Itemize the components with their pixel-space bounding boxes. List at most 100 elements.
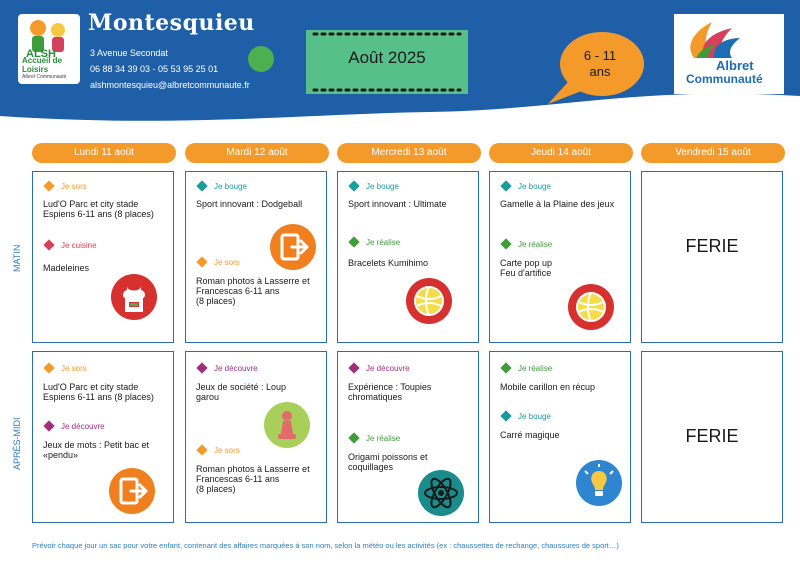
activity-category: Je découvre — [43, 420, 105, 432]
day-header: Mercredi 13 août — [337, 143, 481, 163]
albret-logo-line1: Albret — [716, 58, 754, 73]
activity-category-label: Je cuisine — [61, 241, 97, 250]
activity-category-label: Je réalise — [518, 364, 553, 373]
lightbulb-icon — [576, 460, 622, 506]
activity-description: Sport innovant : Ultimate — [348, 199, 447, 209]
activity-description: Carte pop up Feu d'artifice — [500, 258, 552, 278]
activity-line: Sport innovant : Dodgeball — [196, 199, 303, 209]
activity-description: Roman photos à Lasserre et Francescas 6-1… — [196, 276, 310, 306]
activity-line: Carré magique — [500, 430, 560, 440]
alsh-logo-line2: Albret Communauté — [22, 74, 67, 80]
diamond-icon — [500, 238, 512, 250]
decorative-dot — [248, 46, 274, 72]
activity-description: Sport innovant : Dodgeball — [196, 199, 302, 209]
activity-line: Mobile carillon en récup — [500, 382, 596, 392]
atom-icon — [418, 470, 464, 516]
exit-door-icon — [270, 224, 316, 270]
activity-line: Lud'O Parc et city stade — [43, 199, 139, 209]
activity-line: Jeux de société : Loup — [196, 382, 287, 392]
activity-category: Je sors — [196, 444, 240, 456]
activity-category-label: Je bouge — [214, 182, 247, 191]
svg-text:ALSH: ALSH — [26, 48, 56, 58]
schedule-cell: Je découvre Jeux de société : Loup garou Je… — [185, 351, 327, 523]
activity-category-label: Je sors — [214, 446, 240, 455]
ball-icon — [568, 284, 614, 330]
activity-line: coquillages — [348, 462, 394, 472]
activity-line: Bracelets Kumihimo — [348, 258, 429, 268]
activity-description: Roman photos à Lasserre et Francescas 6-1… — [196, 464, 310, 494]
activity-line: Espiens 6-11 ans (8 places) — [43, 209, 154, 219]
schedule-cell: Je réalise Mobile carillon en récup Je bou… — [489, 351, 631, 523]
row-label-matin: MATIN — [12, 244, 22, 272]
activity-line: Sport innovant : Ultimate — [348, 199, 447, 209]
activity-description: Expérience : Toupies chromatiques — [348, 382, 431, 402]
activity-category-label: Je réalise — [518, 240, 553, 249]
diamond-icon — [348, 432, 360, 444]
schedule-cell: FERIE — [641, 171, 783, 343]
footer-note: Prévoir chaque jour un sac pour votre en… — [32, 541, 619, 550]
activity-category: Je sors — [43, 180, 87, 192]
holiday-label: FERIE — [685, 426, 739, 446]
activity-category: Je cuisine — [43, 239, 97, 251]
activity-category: Je bouge — [500, 410, 551, 422]
activity-category: Je découvre — [348, 362, 410, 374]
schedule-cell: Je sors Lud'O Parc et city stade Espiens 6… — [32, 171, 174, 343]
day-header: Jeudi 14 août — [489, 143, 633, 163]
activity-line: Francescas 6-11 ans — [196, 474, 280, 484]
activity-line: Gamelle à la Plaine des jeux — [500, 199, 615, 209]
activity-category: Je réalise — [500, 362, 553, 374]
activity-category-label: Je découvre — [214, 364, 258, 373]
email: alshmontesquieu@albretcommunaute.fr — [90, 80, 250, 90]
diamond-icon — [500, 410, 512, 422]
activity-category-label: Je découvre — [366, 364, 410, 373]
row-label-apres-midi: APRÈS-MIDI — [12, 417, 22, 470]
diamond-icon — [348, 236, 360, 248]
holiday-label: FERIE — [685, 236, 739, 256]
activity-description: Lud'O Parc et city stade Espiens 6-11 ans… — [43, 382, 154, 402]
activity-line: (8 places) — [196, 296, 236, 306]
activity-description: Jeux de mots : Petit bac et «pendu» — [43, 440, 149, 460]
speech-bubble — [548, 32, 644, 104]
alsh-logo: ALSH Accueil de Loisirs Albret Communaut… — [18, 14, 80, 84]
activity-description: Gamelle à la Plaine des jeux — [500, 199, 614, 209]
activity-category: Je bouge — [348, 180, 399, 192]
activity-line: chromatiques — [348, 392, 403, 402]
day-header: Lundi 11 août — [32, 143, 176, 163]
albret-flame-icon — [690, 22, 740, 58]
diamond-icon — [196, 256, 208, 268]
activity-line: (8 places) — [196, 484, 236, 494]
schedule-cell: FERIE — [641, 351, 783, 523]
albret-logo-line2: Communauté — [686, 72, 763, 86]
diamond-icon — [196, 444, 208, 456]
activity-description: Jeux de société : Loup garou — [196, 382, 286, 402]
activity-category: Je bouge — [196, 180, 247, 192]
activity-category-label: Je sors — [61, 364, 87, 373]
diamond-icon — [43, 239, 55, 251]
activity-line: Jeux de mots : Petit bac et — [43, 440, 150, 450]
diamond-icon — [43, 180, 55, 192]
chess-pawn-icon — [264, 402, 310, 448]
activity-category: Je réalise — [348, 432, 400, 444]
alsh-logo-line1: Accueil de Loisirs — [22, 56, 63, 74]
children-mascot-icon: ALSH — [26, 20, 65, 60]
diamond-icon — [196, 362, 208, 374]
activity-line: Roman photos à Lasserre et — [196, 276, 310, 286]
activity-category: Je sors — [43, 362, 87, 374]
activity-category-label: Je sors — [214, 258, 240, 267]
day-header: Mardi 12 août — [185, 143, 329, 163]
activity-description: Madeleines — [43, 263, 89, 273]
activity-line: Feu d'artifice — [500, 268, 552, 278]
activity-category: Je réalise — [348, 236, 401, 248]
activity-category: Je réalise — [500, 238, 553, 250]
activity-category: Je bouge — [500, 180, 551, 192]
activity-category-label: Je bouge — [518, 182, 551, 191]
activity-category: Je découvre — [196, 362, 258, 374]
schedule-cell: Je découvre Expérience : Toupies chromatiq… — [337, 351, 479, 523]
phones: 06 88 34 39 03 - 05 53 95 25 01 — [90, 64, 219, 74]
activity-description: Mobile carillon en récup — [500, 382, 595, 392]
activity-description: Carré magique — [500, 430, 560, 440]
exit-door-icon — [109, 468, 155, 514]
albret-logo: Albret Communauté — [674, 14, 784, 94]
activity-category-label: Je réalise — [366, 238, 401, 247]
activity-line: Madeleines — [43, 263, 90, 273]
